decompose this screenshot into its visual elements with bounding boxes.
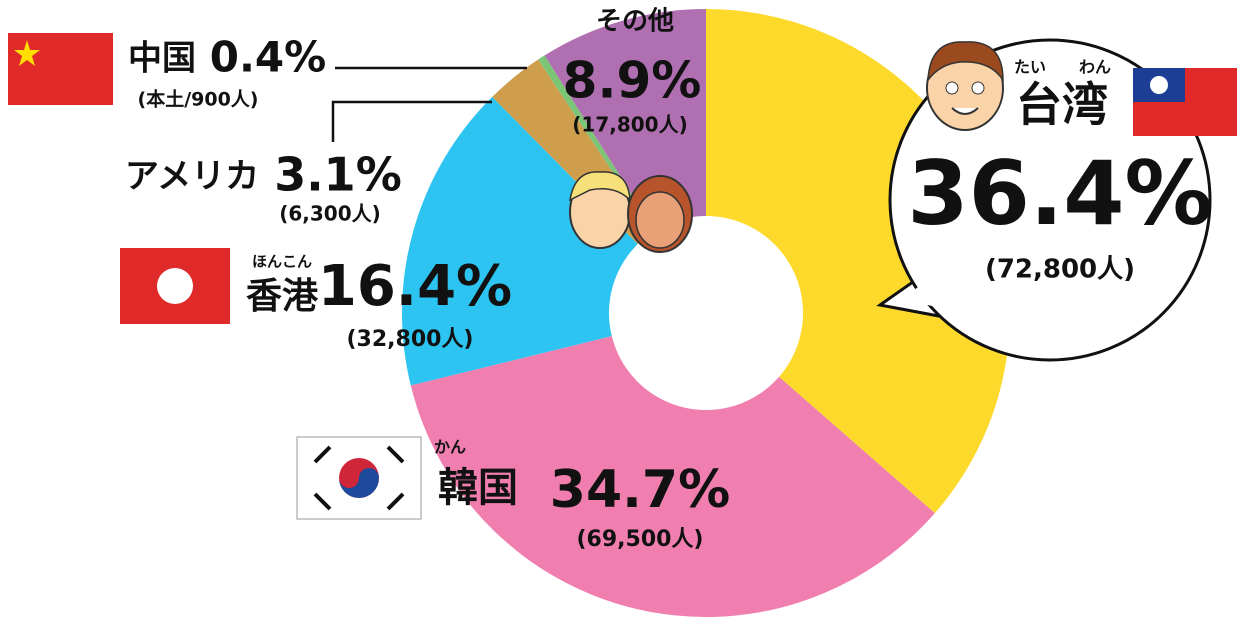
count-label: (72,800人)	[985, 255, 1135, 285]
korea-flag	[296, 436, 422, 520]
value-label: 34.7%	[550, 460, 730, 520]
slice	[410, 313, 935, 617]
furigana: わん	[1079, 58, 1111, 77]
furigana: ほんこん	[252, 253, 312, 271]
china-flag	[8, 33, 113, 105]
furigana: たい	[1014, 58, 1046, 77]
category-label: 中国	[128, 39, 196, 79]
value-label: 8.9%	[563, 52, 702, 110]
furigana: かん	[434, 438, 466, 457]
count-label: (本土/900人)	[138, 88, 259, 111]
value-label: 36.4%	[907, 142, 1212, 245]
count-label: (6,300人)	[279, 202, 381, 226]
value-label: 3.1%	[274, 148, 402, 202]
count-label: (17,800人)	[572, 113, 687, 137]
taiwan-flag	[1133, 68, 1237, 136]
value-label: 0.4%	[210, 33, 326, 82]
taiwan-face	[926, 41, 1004, 131]
category-label: 韓国	[438, 465, 518, 511]
count-label: (69,500人)	[576, 527, 703, 552]
value-label: 16.4%	[318, 254, 512, 319]
count-label: (32,800人)	[346, 327, 473, 352]
category-label: 香港	[246, 276, 319, 317]
hongkong-flag	[120, 248, 230, 324]
leader-line	[331, 100, 492, 142]
category-label: その他	[596, 7, 674, 37]
category-label: 台湾	[1016, 78, 1108, 132]
donut-hole	[609, 216, 803, 410]
category-label: アメリカ	[125, 157, 259, 197]
faces	[569, 171, 693, 253]
